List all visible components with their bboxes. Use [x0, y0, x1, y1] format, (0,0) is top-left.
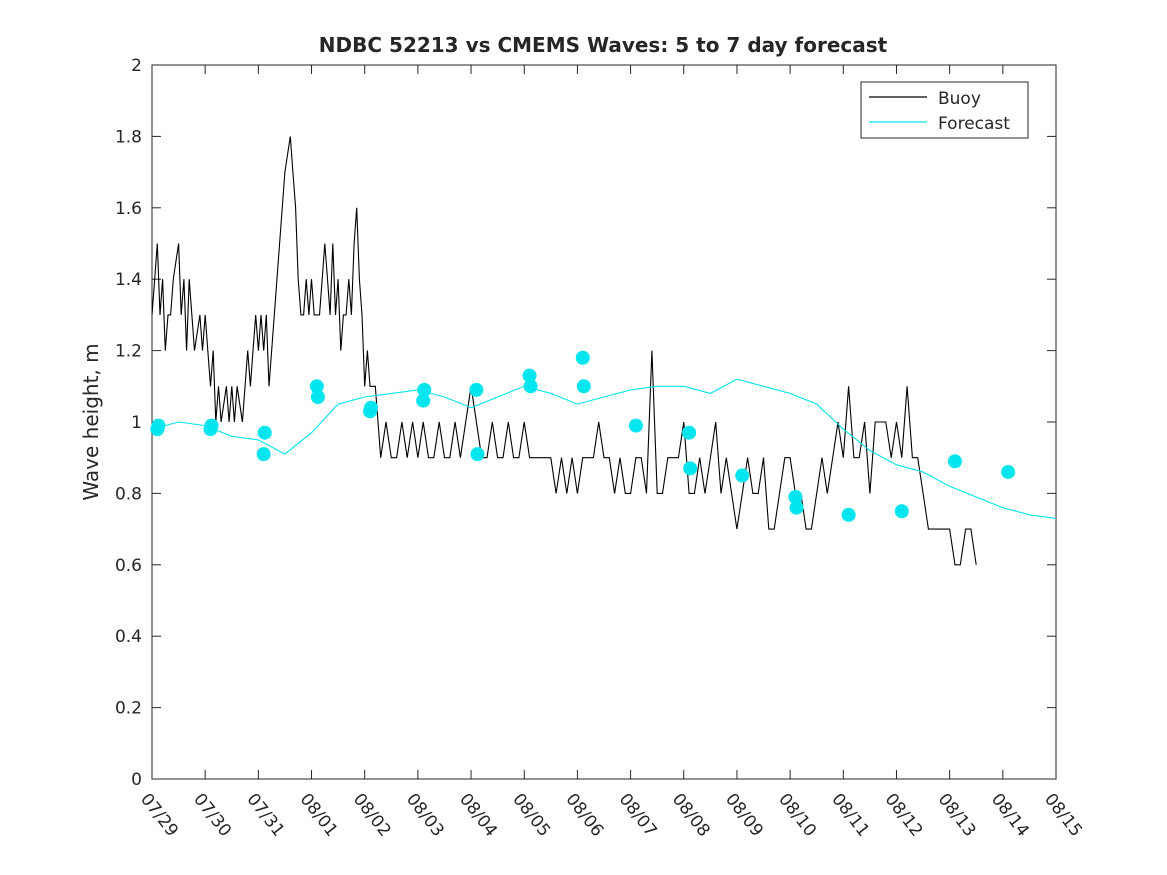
- forecast-marker: [947, 454, 962, 469]
- forecast-marker: [309, 379, 324, 394]
- y-tick-label: 0.6: [115, 556, 142, 576]
- x-tick-label: 08/07: [615, 790, 661, 841]
- forecast-marker: [204, 418, 219, 433]
- forecast-marker: [151, 418, 166, 433]
- forecast-marker: [789, 500, 804, 515]
- forecast-marker: [364, 400, 379, 415]
- chart-title: NDBC 52213 vs CMEMS Waves: 5 to 7 day fo…: [319, 33, 888, 57]
- x-tick-label: 08/12: [881, 790, 927, 841]
- forecast-marker: [628, 418, 643, 433]
- x-tick-label: 08/03: [402, 790, 448, 841]
- y-tick-label: 1: [131, 413, 142, 433]
- y-axis-ticks: 0 0.2 0.4 0.6 0.8 1 1.2 1.4 1.6 1.8 2: [115, 56, 1056, 790]
- forecast-marker: [575, 350, 590, 365]
- x-tick-label: 08/04: [455, 790, 501, 841]
- forecast-marker: [682, 425, 697, 440]
- forecast-marker: [256, 447, 271, 462]
- forecast-marker: [1001, 464, 1016, 479]
- y-tick-label: 0.8: [115, 484, 142, 504]
- x-tick-label: 07/29: [136, 790, 182, 841]
- x-tick-label: 08/08: [668, 790, 714, 841]
- legend: Buoy Forecast: [860, 81, 1029, 139]
- x-tick-label: 07/30: [189, 790, 235, 841]
- forecast-marker: [576, 379, 591, 394]
- forecast-marker: [894, 504, 909, 519]
- forecast-marker: [683, 461, 698, 476]
- forecast-marker: [470, 447, 485, 462]
- y-tick-label: 1.2: [115, 342, 142, 362]
- forecast-marker: [841, 507, 856, 522]
- forecast-marker: [310, 390, 325, 405]
- x-tick-label: 08/02: [349, 790, 395, 841]
- plot-area: [151, 64, 1057, 780]
- x-tick-label: 07/31: [242, 790, 288, 841]
- forecast-marker: [257, 425, 272, 440]
- y-axis-label: Wave height, m: [79, 343, 103, 500]
- series-line-buoy: [151, 136, 977, 566]
- x-tick-label: 08/06: [561, 790, 607, 841]
- forecast-marker: [417, 382, 432, 397]
- y-tick-label: 1.8: [115, 127, 142, 147]
- forecast-marker: [469, 382, 484, 397]
- y-tick-label: 1.4: [115, 270, 142, 290]
- forecast-marker: [522, 368, 537, 383]
- y-tick-label: 0.2: [115, 699, 142, 719]
- forecast-marker: [788, 489, 803, 504]
- legend-label-forecast: Forecast: [938, 114, 1010, 134]
- y-tick-label: 2: [131, 56, 142, 76]
- y-tick-label: 0.4: [115, 627, 142, 647]
- legend-label-buoy: Buoy: [938, 89, 981, 109]
- y-tick-label: 0: [131, 770, 142, 790]
- x-tick-label: 08/14: [987, 790, 1033, 841]
- x-tick-label: 08/10: [774, 790, 820, 841]
- x-tick-label: 08/13: [934, 790, 980, 841]
- x-tick-label: 08/15: [1040, 790, 1086, 841]
- forecast-marker: [523, 379, 538, 394]
- series-layer: [151, 136, 1057, 566]
- x-tick-label: 08/01: [296, 790, 342, 841]
- series-line-forecast: [151, 378, 1057, 519]
- forecast-marker: [735, 468, 750, 483]
- legend-box: [860, 81, 1029, 139]
- x-tick-label: 08/11: [827, 790, 873, 841]
- x-tick-label: 08/05: [508, 790, 554, 841]
- x-tick-label: 08/09: [721, 790, 767, 841]
- forecast-marker: [416, 393, 431, 408]
- y-tick-label: 1.6: [115, 199, 142, 219]
- marker-layer: [150, 350, 1016, 522]
